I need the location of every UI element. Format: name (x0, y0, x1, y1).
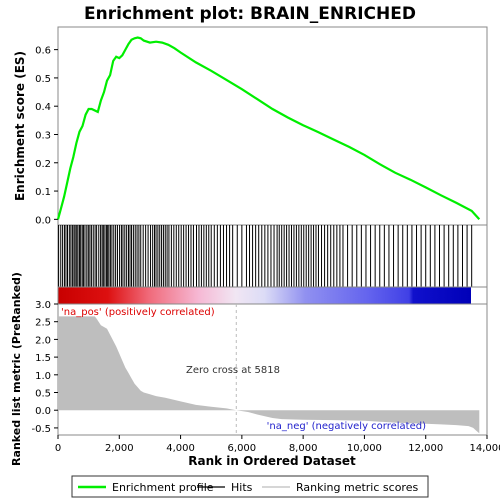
es-ytick-label: 0.2 (35, 159, 51, 170)
metric-ytick-label: 2.5 (35, 318, 51, 329)
es-ytick-label: 0.1 (35, 187, 51, 198)
metric-xtick-label: 14,000 (470, 443, 500, 454)
es-ytick-label: 0.4 (35, 102, 51, 113)
legend-label: Ranking metric scores (296, 481, 418, 494)
es-ytick-label: 0.3 (35, 130, 51, 141)
metric-xtick-label: 12,000 (408, 443, 443, 454)
enrichment-plot-frame (57, 26, 488, 226)
metric-xtick-label: 10,000 (347, 443, 382, 454)
hits-panel (57, 224, 488, 288)
metric-xlabel: Rank in Ordered Dataset (188, 454, 356, 468)
es-ytick-label: 0.6 (35, 46, 51, 57)
enrichment-profile-line (56, 36, 481, 221)
metric-ylabel: Ranked list metric (PreRanked) (10, 272, 23, 466)
es-ylabel: Enrichment score (ES) (13, 51, 27, 201)
zero-cross-annotation: Zero cross at 5818 (186, 365, 280, 376)
metric-xtick-label: 2,000 (105, 443, 134, 454)
metric-ytick-label: 2.0 (35, 335, 51, 346)
rank-gradient-bar (58, 287, 471, 304)
metric-ytick-label: 0.0 (35, 406, 51, 417)
hits-frame (57, 224, 488, 288)
legend-box (71, 475, 429, 498)
ranking-metric-area (58, 316, 480, 434)
enrichment-panel: 0.0 0.1 0.2 0.3 0.4 0.5 0.6 Enrichment score (… (13, 26, 488, 226)
legend-label: Enrichment profile (112, 481, 214, 494)
hit-lines (58, 225, 473, 287)
metric-xaxis: 0 2,000 4,000 6,000 8,000 10,000 12,000 14,000 (55, 435, 500, 454)
metric-xtick-label: 0 (55, 443, 61, 454)
es-ytick-label: 0.0 (35, 215, 51, 226)
metric-ytick-label: 1.0 (35, 371, 51, 382)
metric-xtick-label: 8,000 (289, 443, 318, 454)
metric-ytick-label: 0.5 (35, 389, 51, 400)
chart-title: Enrichment plot: BRAIN_ENRICHED (84, 4, 416, 24)
metric-xtick-label: 6,000 (228, 443, 257, 454)
legend: Enrichment profile Hits Ranking metric sco… (71, 475, 429, 498)
legend-items: Enrichment profile Hits Ranking metric sco… (78, 481, 418, 494)
metric-xtick-label: 4,000 (166, 443, 195, 454)
rank-color-bar (57, 286, 488, 305)
metric-ytick-label: 3.0 (35, 300, 51, 311)
legend-label: Hits (231, 481, 253, 494)
es-yaxis: 0.0 0.1 0.2 0.3 0.4 0.5 0.6 (35, 46, 58, 226)
metric-yaxis: -0.5 0.0 0.5 1.0 1.5 2.0 2.5 3.0 (31, 300, 58, 435)
metric-ytick-label: -0.5 (31, 424, 51, 435)
es-ytick-label: 0.5 (35, 74, 51, 85)
metric-panel: -0.5 0.0 0.5 1.0 1.5 2.0 2.5 3.0 0 2,000 4,000 6,0… (10, 272, 500, 468)
negative-correlation-label: 'na_neg' (negatively correlated) (267, 421, 426, 432)
positive-correlation-label: 'na_pos' (positively correlated) (61, 307, 215, 318)
metric-ytick-label: 1.5 (35, 353, 51, 364)
